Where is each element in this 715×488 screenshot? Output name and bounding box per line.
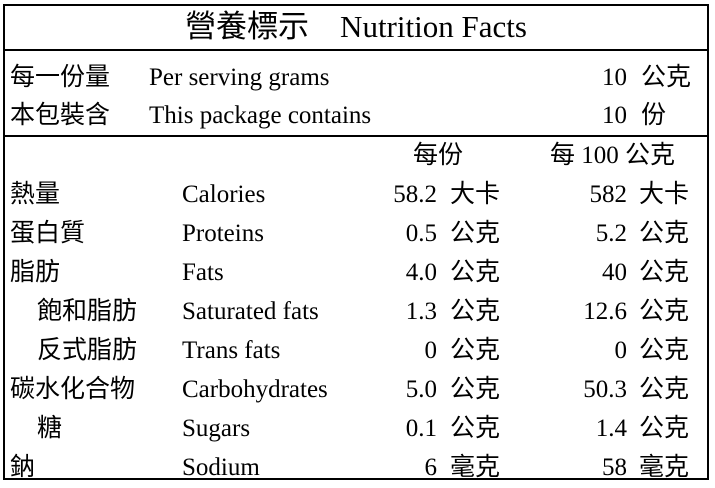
nutrient-name-en: Sugars (182, 415, 251, 442)
per-100g-value: 50.3 (583, 376, 627, 403)
serving-size-label-en: Per serving grams (149, 64, 330, 91)
nutrient-name-en: Carbohydrates (182, 376, 328, 403)
per-100g-unit: 公克 (639, 376, 690, 403)
per-serving-unit: 公克 (450, 376, 501, 403)
serving-size-unit: 公克 (641, 64, 692, 91)
per-serving-value: 58.2 (393, 181, 437, 208)
per-serving-value: 0.5 (405, 220, 437, 247)
servings-per-package-row: 本包裝含 This package contains 10 份 (5, 97, 707, 135)
serving-divider (5, 135, 707, 137)
per-serving-value: 1.3 (405, 298, 437, 325)
nutrient-name-zh: 糖 (37, 415, 63, 442)
per-serving-unit: 公克 (450, 220, 501, 247)
per-100g-value: 58 (602, 454, 627, 481)
nutrient-name-zh: 熱量 (10, 181, 61, 208)
per-100g-unit: 公克 (639, 220, 690, 247)
nutrient-row-sodium: 鈉 Sodium 6 毫克 58 毫克 (5, 449, 707, 488)
per-100g-unit: 公克 (639, 337, 690, 364)
column-header-per-serving: 每份 (413, 142, 464, 169)
per-serving-unit: 公克 (450, 337, 501, 364)
nutrient-name-en: Fats (182, 259, 224, 286)
nutrient-name-zh: 蛋白質 (10, 220, 86, 247)
per-100g-unit: 公克 (639, 298, 690, 325)
nutrient-name-en: Saturated fats (182, 298, 319, 325)
per-100g-value: 12.6 (583, 298, 627, 325)
nutrient-name-en: Sodium (182, 454, 260, 481)
per-100g-value: 40 (602, 259, 627, 286)
per-serving-unit: 公克 (450, 415, 501, 442)
nutrient-name-en: Calories (182, 181, 266, 208)
per-serving-value: 6 (424, 454, 438, 481)
per-serving-value: 4.0 (405, 259, 437, 286)
label-title: 營養標示 Nutrition Facts (185, 9, 527, 44)
servings-per-package-label-en: This package contains (149, 102, 372, 129)
per-serving-value: 0 (424, 337, 438, 364)
nutrient-name-zh: 反式脂肪 (37, 337, 138, 364)
nutrient-row-saturated-fats: 飽和脂肪 Saturated fats 1.3 公克 12.6 公克 (5, 293, 707, 332)
servings-per-package-unit: 份 (641, 102, 667, 129)
column-header-per-100g: 每 100 公克 (550, 142, 676, 169)
per-100g-unit: 大卡 (639, 181, 690, 208)
nutrient-name-zh: 飽和脂肪 (37, 298, 138, 325)
per-serving-unit: 公克 (450, 259, 501, 286)
nutrient-name-zh: 鈉 (10, 454, 36, 481)
title-divider (5, 49, 707, 51)
nutrient-row-calories: 熱量 Calories 58.2 大卡 582 大卡 (5, 176, 707, 215)
servings-per-package-value: 10 (602, 102, 627, 129)
nutrient-row-fats: 脂肪 Fats 4.0 公克 40 公克 (5, 254, 707, 293)
per-100g-unit: 毫克 (639, 454, 690, 481)
per-100g-value: 1.4 (595, 415, 627, 442)
per-100g-value: 582 (589, 181, 628, 208)
nutrient-row-proteins: 蛋白質 Proteins 0.5 公克 5.2 公克 (5, 215, 707, 254)
servings-per-package-label-zh: 本包裝含 (10, 102, 111, 129)
per-100g-unit: 公克 (639, 259, 690, 286)
nutrient-row-carbohydrates: 碳水化合物 Carbohydrates 5.0 公克 50.3 公克 (5, 371, 707, 410)
nutrient-name-en: Proteins (182, 220, 264, 247)
per-100g-value: 5.2 (595, 220, 627, 247)
per-100g-value: 0 (614, 337, 628, 364)
nutrient-name-zh: 脂肪 (10, 259, 61, 286)
per-serving-unit: 公克 (450, 298, 501, 325)
per-serving-value: 0.1 (405, 415, 437, 442)
nutrition-facts-label: 營養標示 Nutrition Facts 每一份量 Per serving gr… (3, 4, 709, 481)
serving-size-row: 每一份量 Per serving grams 10 公克 (5, 59, 707, 97)
per-serving-value: 5.0 (405, 376, 437, 403)
serving-size-value: 10 (602, 64, 627, 91)
nutrient-name-en: Trans fats (182, 337, 281, 364)
nutrient-name-zh: 碳水化合物 (10, 376, 136, 403)
nutrient-row-sugars: 糖 Sugars 0.1 公克 1.4 公克 (5, 410, 707, 449)
per-serving-unit: 大卡 (450, 181, 501, 208)
per-serving-unit: 毫克 (450, 454, 501, 481)
serving-size-label-zh: 每一份量 (10, 64, 111, 91)
nutrient-row-trans-fats: 反式脂肪 Trans fats 0 公克 0 公克 (5, 332, 707, 371)
per-100g-unit: 公克 (639, 415, 690, 442)
